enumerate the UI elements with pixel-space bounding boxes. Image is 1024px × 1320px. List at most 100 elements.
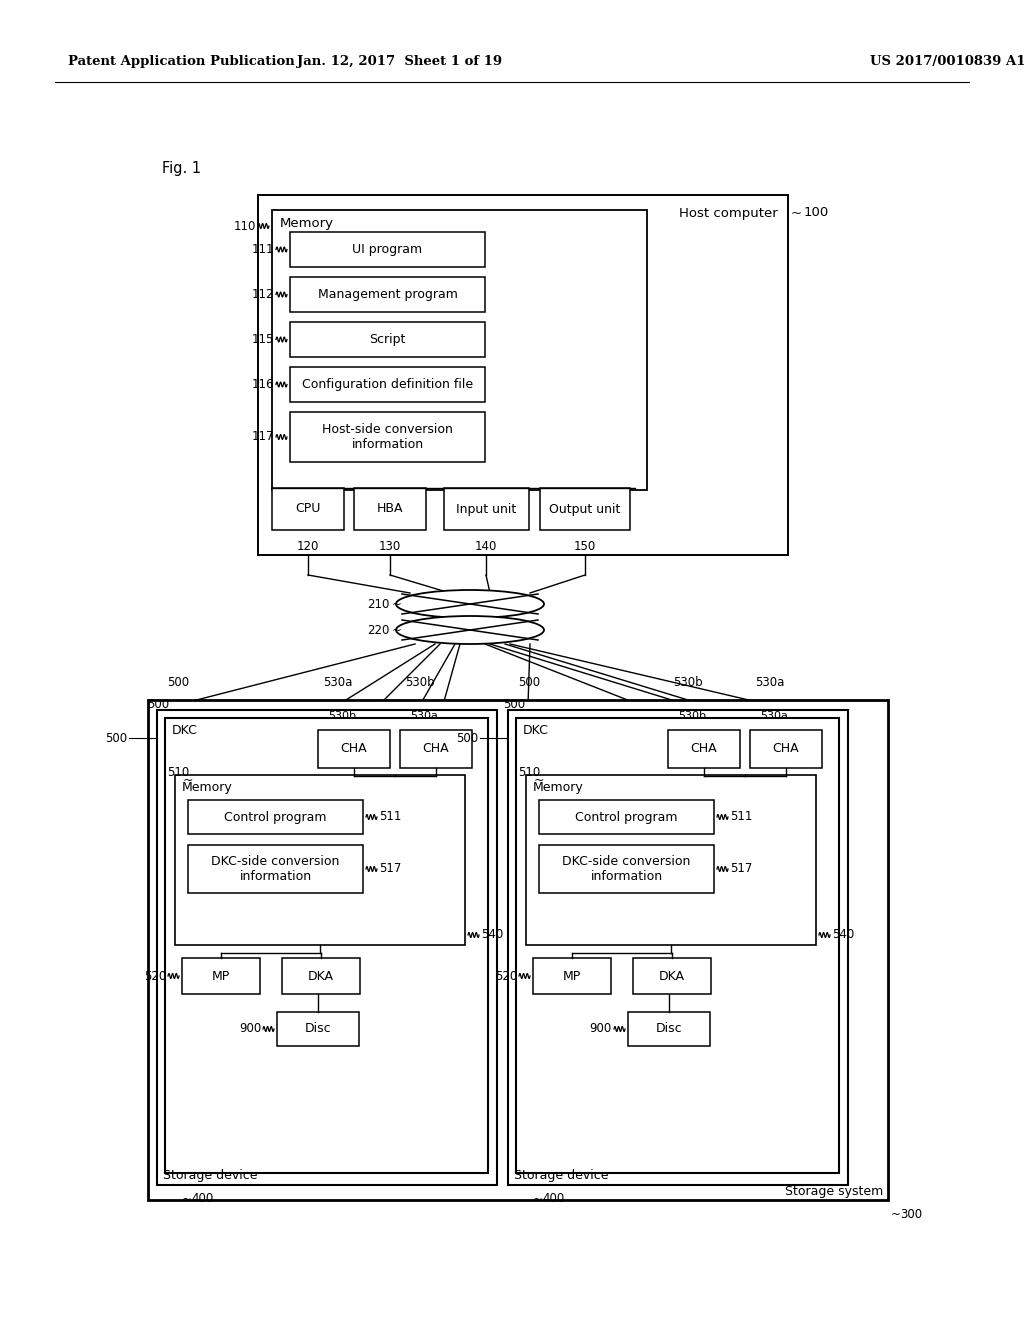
Text: CHA: CHA: [341, 742, 368, 755]
Bar: [157, 710, 497, 1185]
Text: Jan. 12, 2017  Sheet 1 of 19: Jan. 12, 2017 Sheet 1 of 19: [297, 55, 503, 69]
Bar: [290, 412, 485, 462]
Bar: [354, 488, 426, 531]
Text: 530a: 530a: [323, 676, 352, 689]
Text: CHA: CHA: [773, 742, 800, 755]
Text: 500: 500: [167, 676, 189, 689]
Text: 117: 117: [252, 430, 274, 444]
Bar: [516, 718, 839, 1173]
Text: DKC-side conversion
information: DKC-side conversion information: [211, 855, 340, 883]
Text: Memory: Memory: [280, 218, 334, 231]
Text: 111: 111: [252, 243, 274, 256]
Text: ~: ~: [183, 774, 194, 787]
Text: 116: 116: [252, 378, 274, 391]
Bar: [282, 958, 360, 994]
Text: MP: MP: [563, 969, 582, 982]
Ellipse shape: [396, 616, 544, 644]
Bar: [278, 1012, 359, 1045]
Text: 510: 510: [518, 767, 541, 780]
Text: 500: 500: [518, 676, 540, 689]
Text: 500: 500: [147, 697, 169, 710]
Text: CPU: CPU: [295, 503, 321, 516]
Text: Patent Application Publication: Patent Application Publication: [68, 55, 295, 69]
Text: 112: 112: [252, 288, 274, 301]
Text: 530b: 530b: [678, 711, 706, 721]
Text: Storage system: Storage system: [784, 1185, 883, 1199]
Bar: [444, 488, 529, 531]
Bar: [526, 775, 816, 945]
Text: Memory: Memory: [182, 781, 232, 795]
Text: 511: 511: [730, 810, 753, 824]
Bar: [165, 718, 488, 1173]
Text: 210: 210: [368, 598, 390, 610]
Text: MP: MP: [212, 969, 230, 982]
Text: Host computer: Host computer: [679, 206, 778, 219]
Text: 530a: 530a: [760, 711, 787, 721]
Bar: [290, 277, 485, 312]
Ellipse shape: [396, 590, 544, 618]
Bar: [540, 488, 630, 531]
Text: Storage device: Storage device: [163, 1170, 257, 1183]
Text: Output unit: Output unit: [549, 503, 621, 516]
Bar: [148, 700, 888, 1200]
Text: 520: 520: [143, 969, 166, 982]
Text: HBA: HBA: [377, 503, 403, 516]
Bar: [290, 232, 485, 267]
Text: 530b: 530b: [673, 676, 702, 689]
Text: 540: 540: [481, 928, 503, 941]
Bar: [290, 322, 485, 356]
Text: CHA: CHA: [690, 742, 718, 755]
Text: 400: 400: [191, 1192, 213, 1205]
Bar: [290, 367, 485, 403]
Text: 115: 115: [252, 333, 274, 346]
Text: 130: 130: [379, 540, 401, 553]
Text: 530b: 530b: [328, 711, 356, 721]
Text: 530a: 530a: [410, 711, 438, 721]
Text: UI program: UI program: [352, 243, 423, 256]
Text: Management program: Management program: [317, 288, 458, 301]
Bar: [272, 488, 344, 531]
Text: Configuration definition file: Configuration definition file: [302, 378, 473, 391]
Text: 220: 220: [368, 623, 390, 636]
Bar: [318, 730, 390, 768]
Bar: [668, 730, 740, 768]
Text: ~: ~: [182, 1192, 191, 1205]
Text: Memory: Memory: [534, 781, 584, 795]
Text: Script: Script: [370, 333, 406, 346]
Text: 530b: 530b: [406, 676, 434, 689]
Bar: [539, 845, 714, 894]
Text: Disc: Disc: [655, 1023, 682, 1035]
Text: Storage device: Storage device: [514, 1170, 608, 1183]
Text: 510: 510: [167, 767, 189, 780]
Text: DKC: DKC: [523, 723, 549, 737]
Text: ~: ~: [534, 774, 545, 787]
Text: Control program: Control program: [575, 810, 678, 824]
Text: 150: 150: [573, 540, 596, 553]
Text: 517: 517: [730, 862, 753, 875]
Bar: [539, 800, 714, 834]
Text: 500: 500: [503, 697, 525, 710]
Text: 900: 900: [239, 1023, 261, 1035]
Text: ~: ~: [392, 623, 401, 636]
Text: 110: 110: [233, 219, 256, 232]
Text: CHA: CHA: [423, 742, 450, 755]
Text: Fig. 1: Fig. 1: [162, 161, 201, 176]
Text: 100: 100: [804, 206, 829, 219]
Bar: [258, 195, 788, 554]
Text: DKA: DKA: [308, 969, 334, 982]
Text: 300: 300: [900, 1208, 923, 1221]
Bar: [182, 958, 260, 994]
Text: DKC: DKC: [172, 723, 198, 737]
Text: 517: 517: [379, 862, 401, 875]
Bar: [508, 710, 848, 1185]
Bar: [188, 800, 362, 834]
Bar: [534, 958, 611, 994]
Text: 511: 511: [379, 810, 401, 824]
Bar: [750, 730, 822, 768]
Text: 500: 500: [456, 731, 478, 744]
Text: ~: ~: [534, 1192, 543, 1205]
Bar: [175, 775, 465, 945]
Text: 530a: 530a: [755, 676, 784, 689]
Text: 400: 400: [542, 1192, 564, 1205]
Text: 540: 540: [831, 928, 854, 941]
